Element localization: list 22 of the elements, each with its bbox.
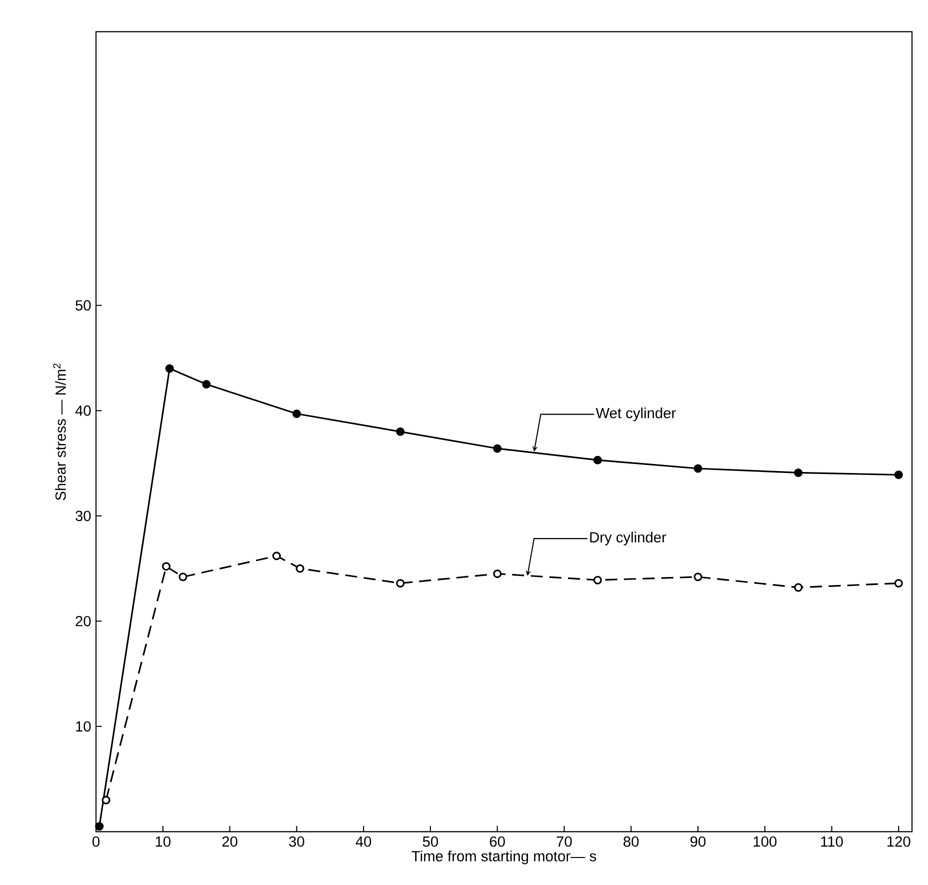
x-tick-label: 60 bbox=[490, 836, 505, 847]
y-tick-label: 50 bbox=[76, 300, 91, 311]
annotation: Wet cylinder bbox=[596, 407, 676, 422]
annotation: Dry cylinder bbox=[590, 532, 666, 546]
x-axis-title: Time from starting motor— s bbox=[412, 850, 596, 864]
y-tick-label: 10 bbox=[76, 721, 91, 732]
x-tick-label: 20 bbox=[222, 836, 238, 847]
x-tick-label: 10 bbox=[156, 836, 170, 847]
x-tick-label: 80 bbox=[624, 836, 639, 847]
x-tick-label: 100 bbox=[754, 836, 776, 847]
x-tick-label: 50 bbox=[422, 836, 438, 847]
x-tick-label: 30 bbox=[289, 836, 304, 847]
x-tick-label: 40 bbox=[356, 836, 372, 847]
x-tick-label: 110 bbox=[821, 836, 843, 847]
y-axis-title: Shear stress — N/m$^{2}$ bbox=[53, 364, 66, 500]
x-tick-label: 90 bbox=[690, 836, 706, 847]
x-tick-label: 120 bbox=[888, 836, 910, 847]
y-tick-label: 20 bbox=[76, 616, 91, 626]
x-tick-label: 70 bbox=[556, 836, 572, 847]
y-tick-label: 40 bbox=[75, 405, 91, 416]
y-tick-label: 30 bbox=[76, 510, 91, 522]
x-tick-label: 0 bbox=[92, 836, 100, 847]
